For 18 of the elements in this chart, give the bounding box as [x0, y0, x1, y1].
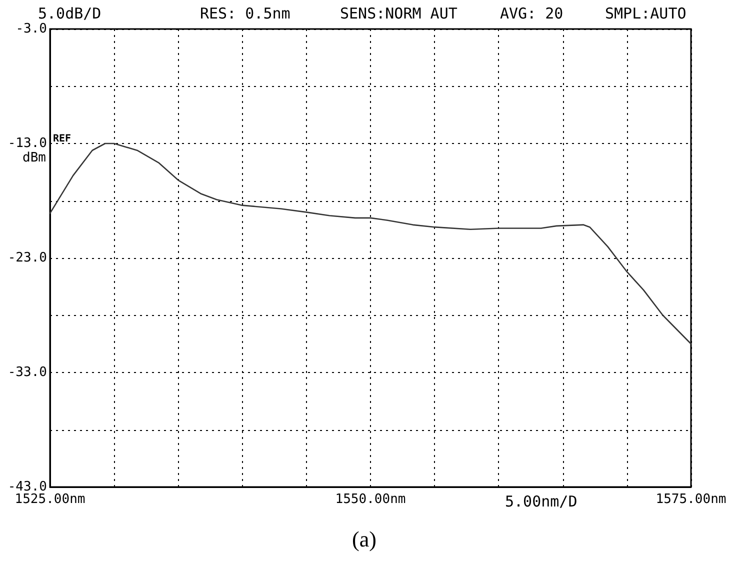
y-tick-label: -23.0: [8, 250, 47, 266]
x-tick-label: 1575.00nm: [656, 492, 726, 507]
annotation: REF: [53, 134, 72, 144]
text: 5.0dB/D: [38, 4, 102, 22]
y-tick-label: -33.0: [8, 365, 47, 380]
text: AVG: 20: [500, 4, 564, 22]
y-axis-title: dBm: [22, 150, 46, 166]
x-tick-label: 1525.00nm: [14, 492, 86, 507]
y-tick-label: -13.0: [8, 136, 47, 151]
text: (a): [352, 526, 376, 552]
text: SMPL:AUTO: [605, 4, 686, 22]
text: SENS:NORM AUT: [340, 4, 458, 22]
text: 5.00nm/D: [505, 492, 578, 510]
line-series: [49, 142, 692, 345]
y-tick-label: -3.0: [16, 22, 47, 36]
x-tick-label: 1550.00nm: [335, 492, 406, 507]
y-tick-label: -43.0: [8, 480, 47, 494]
text: RES: 0.5nm: [200, 4, 290, 22]
